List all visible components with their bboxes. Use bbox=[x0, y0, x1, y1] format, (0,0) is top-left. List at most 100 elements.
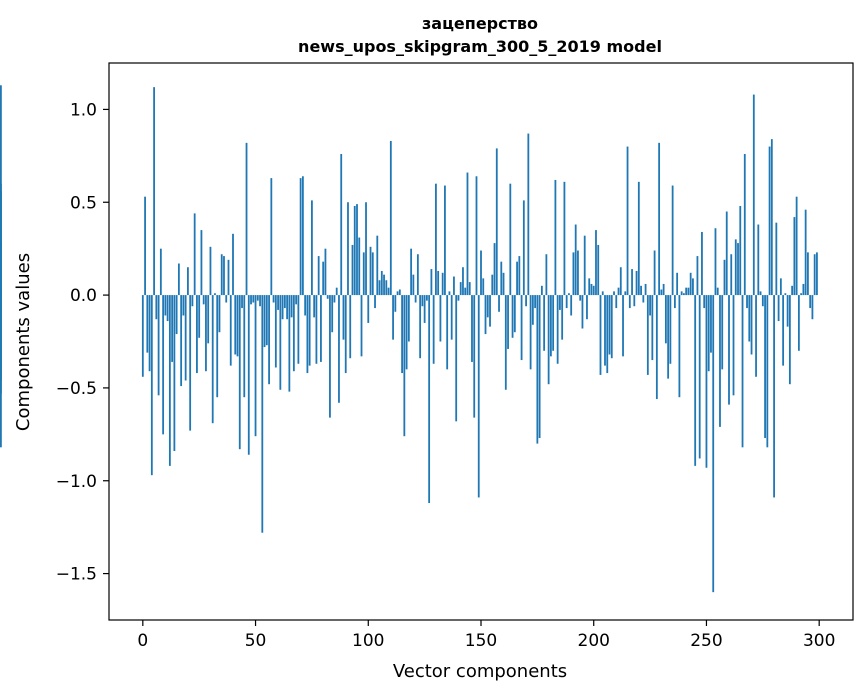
bar bbox=[148, 295, 151, 372]
bar bbox=[559, 295, 561, 310]
bar bbox=[0, 85, 2, 296]
bar bbox=[739, 205, 742, 296]
bar bbox=[180, 295, 183, 387]
bar bbox=[622, 295, 624, 357]
bar bbox=[525, 295, 527, 307]
bar bbox=[522, 200, 525, 296]
bar bbox=[444, 185, 446, 296]
bar bbox=[624, 291, 627, 296]
bar bbox=[543, 295, 546, 351]
bar bbox=[209, 246, 212, 296]
bar bbox=[335, 287, 338, 296]
bar bbox=[687, 287, 690, 296]
bar bbox=[261, 295, 264, 533]
bar bbox=[653, 250, 656, 296]
bar bbox=[770, 139, 773, 296]
bar bbox=[527, 133, 530, 296]
bar bbox=[166, 295, 169, 322]
bar bbox=[362, 252, 365, 296]
bar-series bbox=[0, 85, 818, 593]
bar bbox=[394, 295, 397, 312]
bar bbox=[423, 295, 426, 323]
bar bbox=[664, 295, 667, 344]
bar bbox=[586, 295, 588, 320]
bar bbox=[308, 295, 311, 366]
bar bbox=[599, 295, 602, 375]
bar bbox=[243, 295, 246, 398]
x-tick-label: 0 bbox=[137, 631, 148, 651]
bar bbox=[214, 293, 216, 296]
y-tick-label: −1.5 bbox=[56, 565, 97, 585]
x-tick-label: 250 bbox=[690, 631, 722, 651]
bar bbox=[407, 295, 410, 342]
bar bbox=[493, 243, 496, 296]
bar bbox=[703, 295, 706, 309]
bar bbox=[227, 259, 230, 296]
bar bbox=[635, 270, 638, 296]
bar bbox=[811, 295, 814, 320]
bar bbox=[338, 295, 340, 403]
bar bbox=[698, 295, 701, 459]
bar bbox=[306, 295, 309, 374]
bar bbox=[748, 295, 751, 342]
bar bbox=[189, 295, 192, 431]
bar bbox=[416, 254, 419, 296]
chart-title: зацеперство bbox=[422, 14, 538, 33]
y-tick-label: 0.5 bbox=[70, 193, 97, 213]
bar bbox=[446, 295, 449, 370]
y-axis-label: Components values bbox=[13, 253, 34, 431]
bar bbox=[274, 295, 277, 368]
bar bbox=[750, 295, 753, 355]
bar bbox=[757, 224, 760, 296]
bar bbox=[561, 295, 564, 340]
bar bbox=[385, 280, 388, 296]
bar bbox=[689, 272, 692, 296]
bar bbox=[513, 295, 516, 333]
bar bbox=[324, 248, 327, 296]
bar bbox=[592, 285, 595, 296]
bar bbox=[588, 278, 591, 296]
bar bbox=[518, 256, 521, 296]
bar bbox=[568, 293, 570, 296]
bar bbox=[673, 295, 676, 309]
bar bbox=[304, 295, 307, 316]
bar bbox=[486, 295, 489, 318]
bar bbox=[288, 295, 291, 392]
bar bbox=[737, 243, 739, 296]
bar bbox=[153, 87, 155, 296]
bar bbox=[398, 289, 401, 296]
bar bbox=[351, 244, 354, 296]
bar bbox=[374, 295, 376, 309]
bar bbox=[816, 252, 818, 296]
bar bbox=[387, 287, 390, 296]
bar bbox=[572, 252, 575, 296]
bar bbox=[462, 267, 464, 296]
bar bbox=[793, 217, 796, 296]
bar bbox=[466, 172, 469, 296]
bar bbox=[428, 295, 431, 504]
bar bbox=[728, 295, 730, 405]
bar bbox=[680, 291, 683, 296]
bar bbox=[286, 295, 289, 320]
x-axis-label: Vector components bbox=[393, 661, 567, 682]
bar bbox=[389, 140, 392, 296]
bar bbox=[779, 278, 782, 296]
bar bbox=[297, 295, 300, 364]
bar bbox=[716, 287, 719, 296]
bar bbox=[250, 295, 252, 305]
bar bbox=[459, 282, 462, 296]
bar bbox=[791, 285, 794, 296]
bar bbox=[150, 295, 153, 476]
bar bbox=[187, 267, 189, 296]
bar bbox=[626, 146, 629, 296]
bar bbox=[775, 222, 778, 296]
bar bbox=[628, 295, 631, 309]
bar bbox=[344, 295, 347, 374]
bar bbox=[613, 291, 615, 296]
bar bbox=[714, 228, 717, 296]
bar bbox=[141, 295, 144, 377]
bar bbox=[491, 274, 494, 296]
chart-subtitle: news_upos_skipgram_300_5_2019 model bbox=[298, 37, 662, 56]
bar bbox=[247, 295, 250, 455]
bar bbox=[238, 295, 241, 450]
